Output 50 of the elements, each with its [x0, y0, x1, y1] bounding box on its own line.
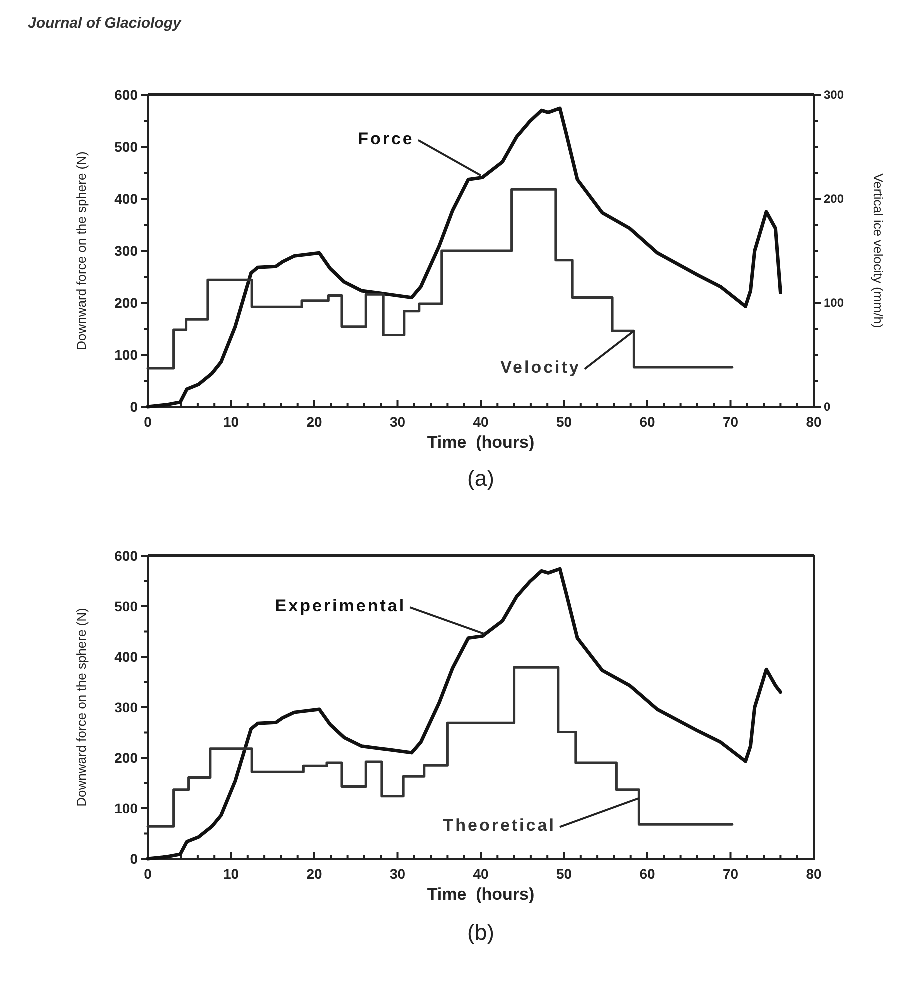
x-tick-label: 60	[640, 866, 656, 882]
text: Experimental	[275, 596, 406, 616]
y2-tick-label: 100	[824, 296, 844, 310]
x-tick-label: 50	[556, 866, 572, 882]
y-tick-label: 300	[114, 242, 138, 259]
y-tick-label: 400	[114, 648, 138, 665]
text: (b)	[468, 920, 494, 945]
x-tick-label: 0	[144, 866, 152, 882]
x-tick-label: 10	[223, 414, 240, 430]
y-tick-label: 100	[114, 800, 138, 816]
y2-axis-title: Vertical ice velocity (mm/h)	[871, 174, 886, 328]
line-series	[146, 106, 782, 409]
x-tick-label: 20	[306, 414, 322, 430]
x-tick-label: 60	[640, 414, 656, 430]
y-tick-label: 500	[114, 598, 138, 614]
x-tick-label: 80	[806, 414, 822, 430]
x-tick-label: 40	[473, 414, 489, 430]
x-tick-label: 0	[144, 414, 152, 430]
x-tick-label: 70	[722, 866, 739, 882]
x-tick-label: 80	[806, 866, 822, 882]
y-tick-label: 600	[114, 86, 138, 103]
x-tick-label: 10	[223, 866, 240, 882]
y-tick-label: 500	[114, 138, 138, 155]
text: Theoretical	[443, 816, 556, 836]
x-tick-label: 40	[473, 866, 489, 882]
x-tick-label: 70	[722, 414, 739, 430]
text: Velocity	[500, 358, 581, 378]
x-axis-title: Time (hours)	[427, 885, 535, 904]
y2-tick-label: 300	[824, 88, 844, 102]
text: Force	[358, 129, 414, 148]
y-tick-label: 400	[114, 190, 138, 207]
x-tick-label: 20	[306, 866, 322, 882]
y-tick-label: 0	[130, 850, 138, 867]
x-tick-label: 50	[556, 414, 572, 430]
y-axis-title: Downward force on the sphere (N)	[74, 608, 89, 807]
text: (a)	[468, 466, 494, 491]
x-tick-label: 30	[390, 414, 406, 430]
y2-tick-label: 0	[824, 400, 831, 414]
y-axis-title: Downward force on the sphere (N)	[74, 152, 89, 350]
y-tick-label: 100	[114, 346, 138, 363]
y-tick-label: 600	[114, 548, 138, 564]
y-tick-label: 0	[130, 398, 138, 415]
y2-tick-label: 200	[824, 192, 844, 206]
y-tick-label: 300	[114, 699, 138, 716]
chart-title: Journal of Glaciology	[28, 15, 182, 32]
y-tick-label: 200	[114, 294, 138, 311]
x-tick-label: 30	[390, 866, 406, 882]
line-series	[146, 567, 782, 861]
x-axis-title: Time (hours)	[427, 433, 535, 452]
y-tick-label: 200	[114, 750, 138, 766]
